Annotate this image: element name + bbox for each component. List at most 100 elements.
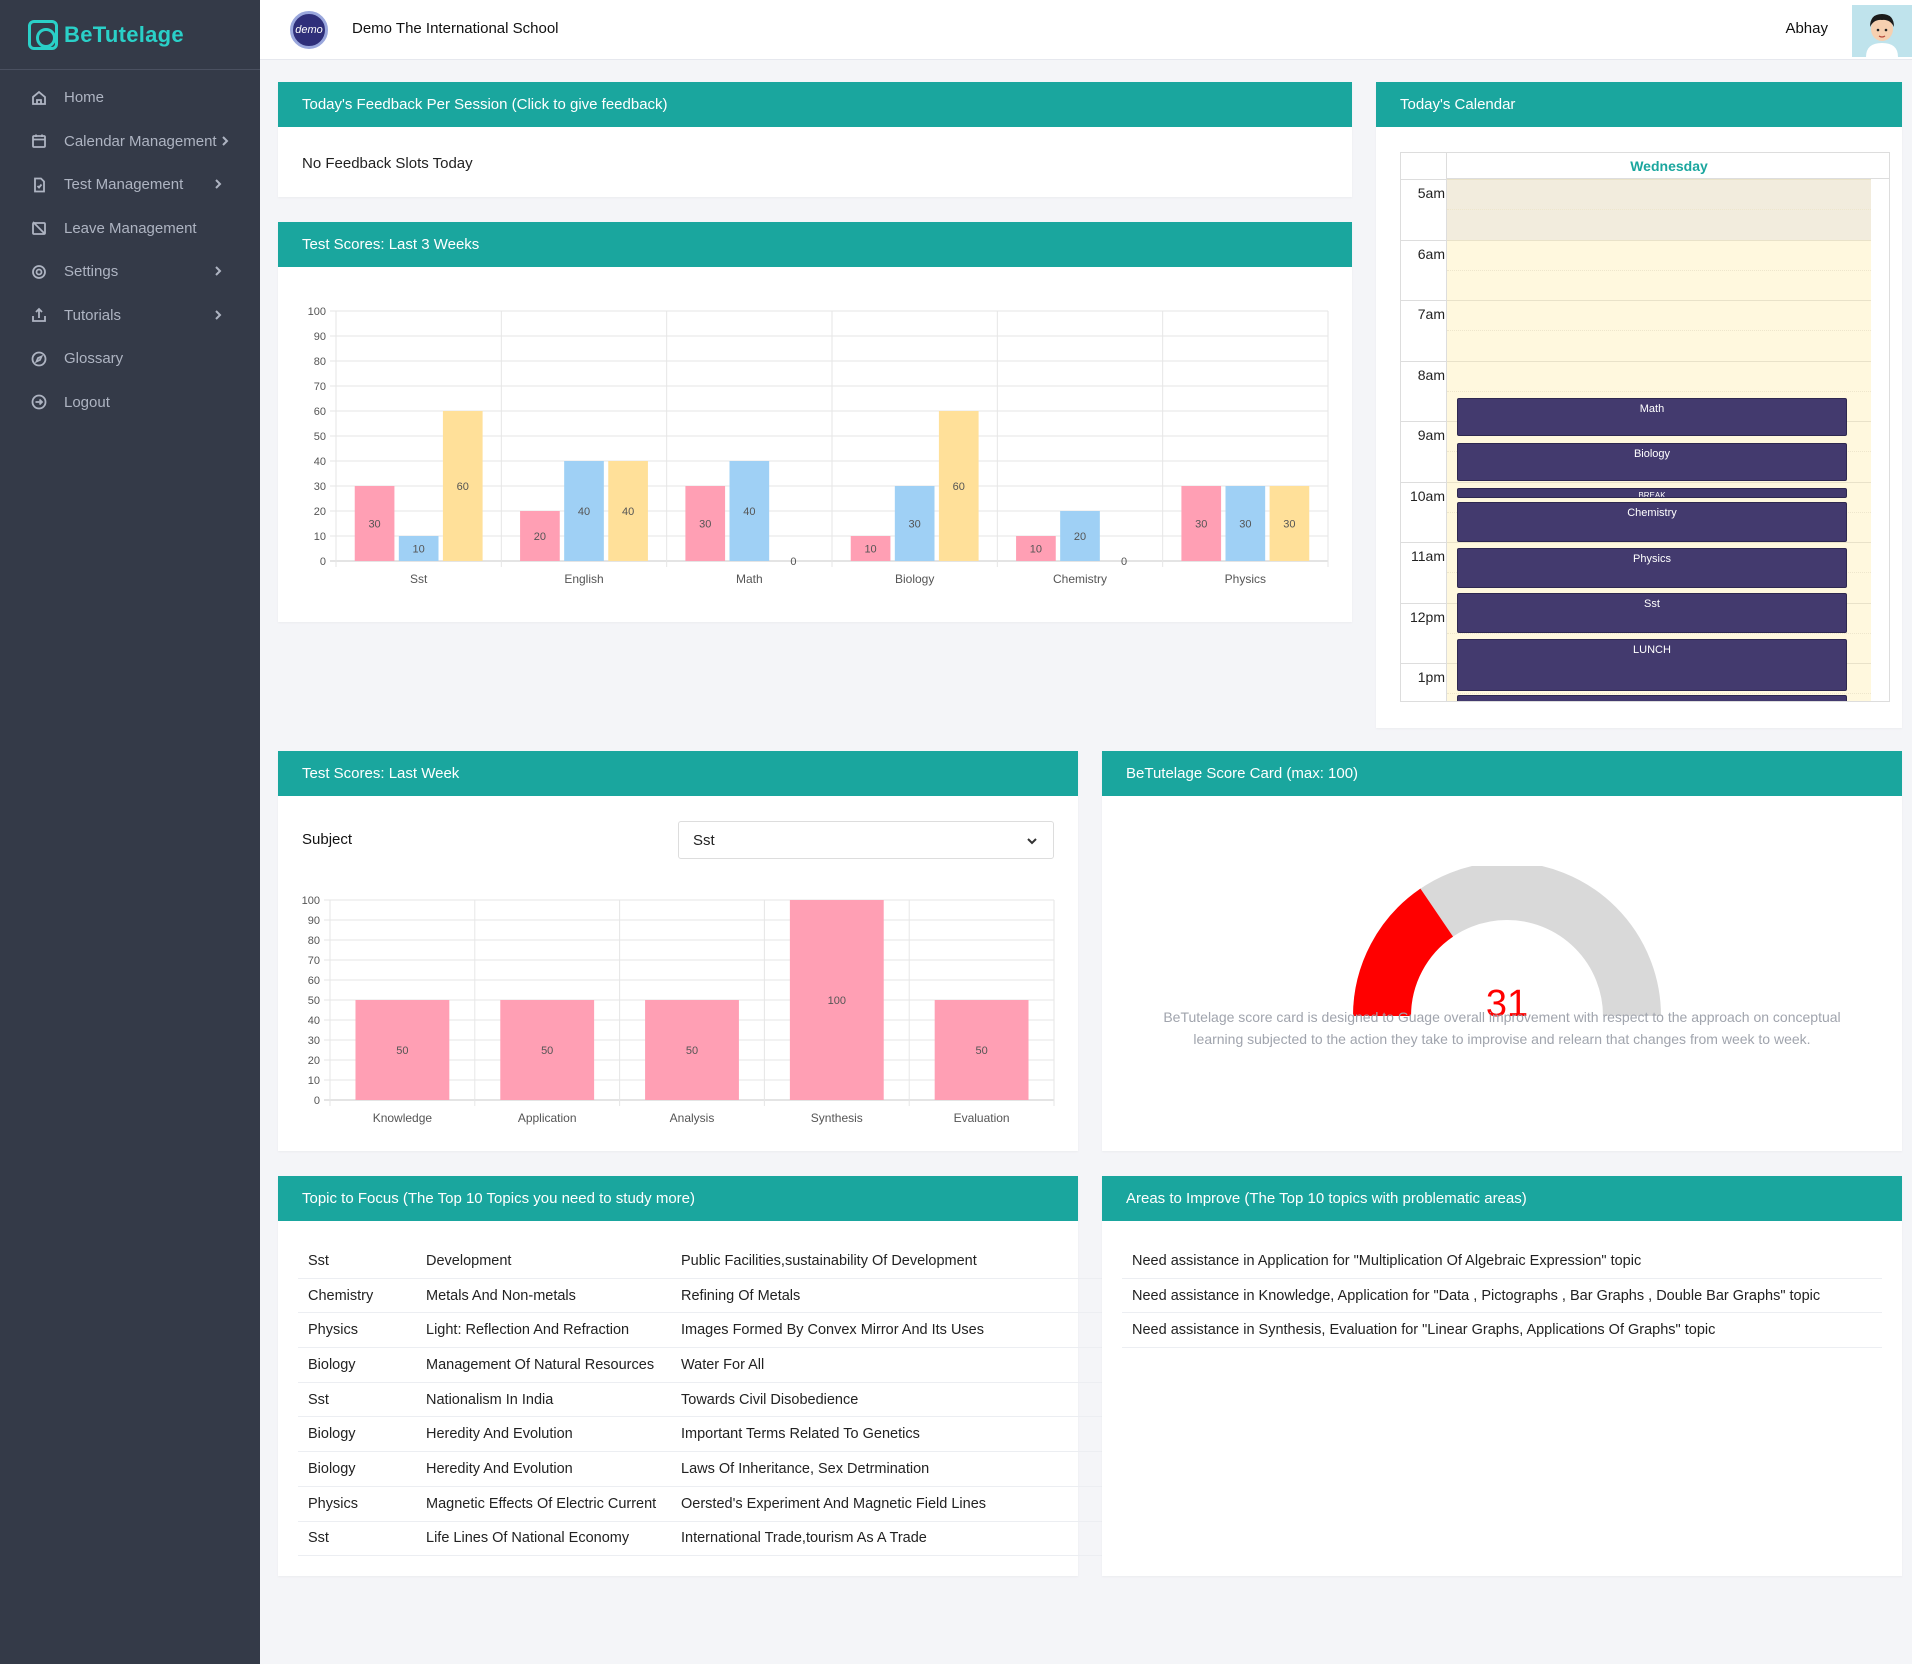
data-label: 50 (975, 1045, 987, 1057)
sidebar-item-test-management[interactable]: Test Management (0, 163, 260, 207)
bar (608, 461, 648, 561)
calendar-gutter-line (1401, 602, 1447, 604)
data-label: 50 (396, 1045, 408, 1057)
calendar-gutter-line (1401, 421, 1447, 422)
list-item: Need assistance in Synthesis, Evaluation… (1122, 1313, 1882, 1349)
calendar-half-hour-line (1447, 390, 1871, 392)
calendar-card: Today's Calendar Wednesday Math Biology BR… (1376, 82, 1902, 728)
topic-chapter: Heredity And Evolution (426, 1426, 573, 1443)
calendar-event[interactable] (1457, 695, 1847, 701)
y-tick-label: 70 (314, 381, 326, 393)
data-label: 40 (743, 506, 755, 518)
y-tick-label: 40 (314, 456, 326, 468)
topic-chapter: Nationalism In India (426, 1391, 554, 1408)
calendar-event[interactable]: Sst (1457, 593, 1847, 633)
sidebar-item-settings[interactable]: Settings (0, 250, 260, 294)
calendar-event[interactable]: Math (1457, 398, 1847, 436)
x-tick-label: Physics (1225, 572, 1266, 586)
sidebar-item-leave-management[interactable]: Leave Management (0, 207, 260, 251)
table-row: Sst Development Public Facilities,sustaina… (298, 1244, 1118, 1279)
calendar-event[interactable]: Biology (1457, 443, 1847, 481)
test-scores-last-week-title: Test Scores: Last Week (278, 751, 1078, 796)
x-tick-label: Math (736, 572, 763, 586)
y-tick-label: 10 (308, 1075, 320, 1087)
topic-subject: Chemistry (308, 1287, 374, 1304)
logout-icon (30, 393, 48, 411)
y-tick-label: 20 (308, 1055, 320, 1067)
bar (520, 511, 560, 561)
topic-chapter: Light: Reflection And Refraction (426, 1322, 630, 1339)
school-name: Demo The International School (352, 20, 559, 37)
table-row: Sst Nationalism In India Towards Civil Dis… (298, 1383, 1118, 1418)
calendar-event[interactable]: Chemistry (1457, 502, 1847, 542)
test-scores-3-weeks-title: Test Scores: Last 3 Weeks (278, 222, 1352, 267)
calendar-half-hour-line (1447, 693, 1871, 695)
calendar-event[interactable]: Physics (1457, 548, 1847, 588)
topic-name: Oersted's Experiment And Magnetic Field … (681, 1495, 987, 1512)
avatar[interactable] (1852, 5, 1912, 57)
areas-list: Need assistance in Application for "Mult… (1122, 1244, 1882, 1349)
data-label: 0 (1121, 556, 1127, 568)
topic-subject: Physics (308, 1495, 358, 1512)
areas-to-improve-title: Areas to Improve (The Top 10 topics with… (1102, 1176, 1902, 1221)
sidebar-nav: Home Calendar Management Test Management… (0, 76, 260, 424)
calendar-gutter-line (1401, 360, 1447, 362)
sidebar-item-glossary[interactable]: Glossary (0, 337, 260, 381)
score-gauge: 31 (1352, 862, 1662, 1036)
score-gauge-svg: 31 (1353, 862, 1661, 1025)
upload-icon (30, 306, 48, 324)
data-label: 20 (534, 531, 546, 543)
bar (1225, 486, 1266, 561)
user-name[interactable]: Abhay (1785, 20, 1828, 37)
data-label: 60 (457, 481, 469, 493)
sidebar-item-logout[interactable]: Logout (0, 381, 260, 425)
feedback-card[interactable]: Today's Feedback Per Session (Click to g… (278, 82, 1352, 197)
table-row: Chemistry Metals And Non-metals Refining O… (298, 1279, 1118, 1314)
y-tick-label: 80 (308, 935, 320, 947)
calendar-gutter-line (1401, 239, 1447, 241)
data-label: 50 (686, 1045, 698, 1057)
y-tick-label: 20 (314, 506, 326, 518)
calendar-hour-line (1447, 239, 1871, 241)
calendar-hour-line (1447, 300, 1871, 301)
topic-subject: Biology (298, 1565, 426, 1566)
sidebar-item-calendar-management[interactable]: Calendar Management (0, 120, 260, 164)
calendar-half-hour-line (1447, 330, 1871, 332)
document-icon (30, 176, 48, 194)
calendar-view[interactable]: Wednesday Math Biology BREAK Chemistry Physi… (1400, 152, 1890, 702)
data-label: 10 (413, 544, 425, 556)
brand-logo[interactable]: BeTutelage (0, 0, 260, 70)
calendar-gutter-line (1401, 179, 1447, 180)
y-tick-label: 50 (314, 431, 326, 443)
list-item: Need assistance in Knowledge, Applicatio… (1122, 1279, 1882, 1314)
calendar-hour-label: 9am (1417, 427, 1445, 443)
data-label: 30 (1195, 519, 1207, 531)
calendar-day-column[interactable]: Math Biology BREAK Chemistry Physics Sst LUNCH (1447, 179, 1871, 701)
topic-subject: Sst (308, 1530, 329, 1547)
gear-icon (30, 263, 48, 281)
bar (1016, 536, 1056, 561)
brand-name: BeTutelage (64, 21, 184, 47)
subject-select[interactable]: Sst (678, 821, 1054, 859)
chevron-right-icon (212, 308, 226, 322)
x-tick-label: Biology (895, 572, 934, 586)
y-tick-label: 90 (314, 331, 326, 343)
gauge-fill (1353, 888, 1454, 1017)
x-tick-label: Evaluation (954, 1111, 1010, 1125)
sidebar-item-home[interactable]: Home (0, 76, 260, 120)
calendar-gutter-line (1401, 300, 1447, 301)
y-tick-label: 0 (314, 1095, 320, 1107)
feedback-card-title[interactable]: Today's Feedback Per Session (Click to g… (278, 82, 1352, 127)
calendar-hour-label: 11am (1411, 548, 1445, 564)
y-tick-label: 60 (308, 975, 320, 987)
sidebar-item-label: Glossary (64, 350, 124, 368)
bar (1269, 486, 1310, 561)
data-label: 10 (864, 544, 876, 556)
data-label: 0 (790, 556, 796, 568)
calendar-event[interactable]: BREAK (1457, 488, 1847, 498)
sidebar-item-tutorials[interactable]: Tutorials (0, 294, 260, 338)
calendar-event[interactable]: LUNCH (1457, 639, 1847, 691)
topic-subject: Biology (308, 1426, 356, 1443)
table-row: Physics Magnetic Effects Of Electric Curr… (298, 1487, 1118, 1522)
